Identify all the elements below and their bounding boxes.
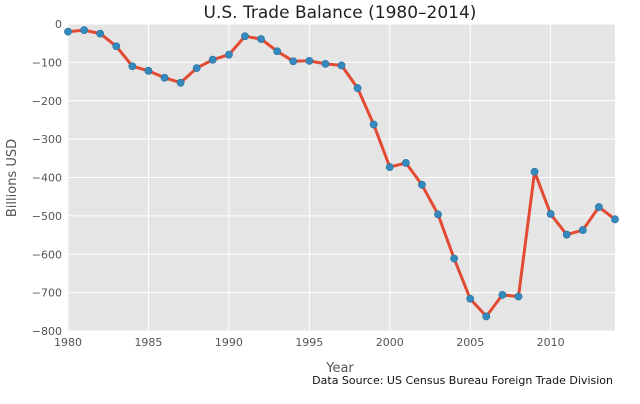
y-tick-label: 0 bbox=[55, 18, 62, 31]
data-point bbox=[96, 29, 105, 38]
data-point bbox=[224, 50, 233, 59]
data-point bbox=[466, 294, 475, 303]
x-tick-label: 2010 bbox=[537, 336, 565, 349]
data-point bbox=[514, 292, 523, 301]
data-point bbox=[578, 226, 587, 234]
y-tick-label: −200 bbox=[32, 95, 62, 108]
y-tick-label: −700 bbox=[32, 287, 62, 300]
data-point bbox=[434, 210, 442, 219]
x-tick-label: 1995 bbox=[295, 336, 323, 349]
y-tick-label: −600 bbox=[32, 248, 62, 261]
data-point bbox=[401, 159, 410, 167]
data-point bbox=[273, 47, 282, 56]
data-point bbox=[112, 42, 121, 51]
data-point bbox=[418, 180, 426, 189]
data-point bbox=[611, 215, 619, 224]
x-tick-label: 1990 bbox=[215, 336, 243, 349]
y-tick-label: −300 bbox=[32, 133, 62, 146]
data-point bbox=[192, 64, 201, 73]
data-point bbox=[562, 230, 571, 239]
data-point bbox=[160, 73, 169, 82]
data-point bbox=[530, 167, 539, 176]
chart-title: U.S. Trade Balance (1980–2014) bbox=[204, 3, 477, 23]
y-axis-label: Billions USD bbox=[5, 139, 20, 217]
source-note: Data Source: US Census Bureau Foreign Tr… bbox=[312, 374, 613, 387]
x-tick-label: 2000 bbox=[376, 336, 404, 349]
x-tick-label: 2005 bbox=[456, 336, 484, 349]
data-point bbox=[450, 254, 459, 263]
data-point bbox=[498, 291, 507, 299]
data-point bbox=[80, 26, 88, 35]
data-point bbox=[546, 210, 555, 218]
data-point bbox=[128, 62, 137, 71]
data-point bbox=[176, 78, 185, 87]
x-tick-label: 1985 bbox=[134, 336, 162, 349]
data-point bbox=[321, 60, 330, 68]
y-tick-label: −400 bbox=[32, 172, 62, 185]
y-tick-label: −800 bbox=[32, 325, 62, 338]
data-point bbox=[353, 84, 362, 92]
data-point bbox=[369, 120, 378, 129]
y-tick-label: −500 bbox=[32, 210, 62, 223]
data-point bbox=[144, 66, 153, 75]
data-point bbox=[208, 55, 217, 64]
data-point bbox=[385, 163, 394, 172]
x-tick-label: 1980 bbox=[54, 336, 82, 349]
x-axis-label: Year bbox=[325, 361, 354, 376]
data-point bbox=[337, 61, 346, 70]
data-point bbox=[305, 56, 314, 65]
data-point bbox=[289, 57, 298, 66]
data-point bbox=[595, 203, 603, 211]
data-series bbox=[64, 26, 619, 321]
data-point bbox=[257, 35, 265, 43]
data-point bbox=[482, 312, 491, 321]
data-point bbox=[64, 27, 72, 36]
data-point bbox=[241, 32, 249, 41]
y-tick-label: −100 bbox=[32, 56, 62, 69]
